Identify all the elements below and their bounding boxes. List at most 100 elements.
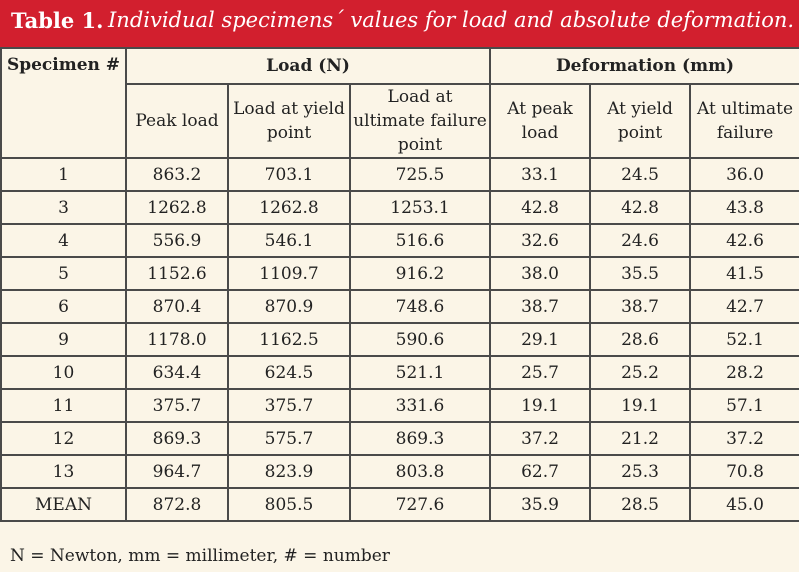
value-cell: 331.6 [348,388,492,423]
value-cell: 624.5 [227,355,351,390]
value-cell: 19.1 [589,388,692,423]
value-cell: 38.0 [489,256,592,291]
value-cell: 634.4 [125,355,229,390]
table-body: 1 863.2 703.1 725.5 33.1 24.5 36.0 3 1262.8 1262.… [0,157,799,522]
load-ultimate-header: Load at ultimate failure point [348,83,492,159]
data-table: Specimen # Load (N) Deformation (mm) Pea… [0,47,799,522]
value-cell: 70.8 [689,454,799,489]
specimen-header: Specimen # [0,47,127,159]
value-cell: 748.6 [348,289,492,324]
specimen-cell: 11 [0,388,127,423]
value-cell: 590.6 [348,322,492,357]
value-cell: 725.5 [348,157,492,192]
specimen-cell: 9 [0,322,127,357]
value-cell: 42.7 [689,289,799,324]
value-cell: 516.6 [348,223,492,258]
value-cell: 872.8 [125,487,229,522]
value-cell: 42.8 [489,190,592,225]
value-cell: 41.5 [689,256,799,291]
value-cell: 45.0 [689,487,799,522]
value-cell: 28.2 [689,355,799,390]
specimen-cell: 5 [0,256,127,291]
specimen-cell: 12 [0,421,127,456]
load-yield-header: Load at yield point [227,83,351,159]
value-cell: 1152.6 [125,256,229,291]
def-ultimate-header: At ultimate failure [689,83,799,159]
value-cell: 863.2 [125,157,229,192]
table-row: 12 869.3 575.7 869.3 37.2 21.2 37.2 [0,421,799,456]
value-cell: 1262.8 [227,190,351,225]
value-cell: 42.6 [689,223,799,258]
table-title-bar: Table 1. Individual specimens´ values fo… [0,0,799,47]
value-cell: 25.7 [489,355,592,390]
value-cell: 1109.7 [227,256,351,291]
specimen-cell: 1 [0,157,127,192]
table-number: Table 1. [11,8,104,33]
value-cell: 575.7 [227,421,351,456]
value-cell: 52.1 [689,322,799,357]
value-cell: 21.2 [589,421,692,456]
value-cell: 37.2 [689,421,799,456]
value-cell: 43.8 [689,190,799,225]
value-cell: 1162.5 [227,322,351,357]
value-cell: 33.1 [489,157,592,192]
specimen-cell: 10 [0,355,127,390]
specimen-cell: MEAN [0,487,127,522]
table-row: 4 556.9 546.1 516.6 32.6 24.6 42.6 [0,223,799,258]
value-cell: 1253.1 [348,190,492,225]
value-cell: 805.5 [227,487,351,522]
specimen-cell: 6 [0,289,127,324]
value-cell: 546.1 [227,223,351,258]
value-cell: 36.0 [689,157,799,192]
value-cell: 823.9 [227,454,351,489]
value-cell: 38.7 [589,289,692,324]
value-cell: 521.1 [348,355,492,390]
value-cell: 375.7 [227,388,351,423]
table-row: 5 1152.6 1109.7 916.2 38.0 35.5 41.5 [0,256,799,291]
load-group-header: Load (N) [124,47,492,85]
value-cell: 870.4 [125,289,229,324]
def-yield-header: At yield point [589,83,692,159]
value-cell: 28.5 [589,487,692,522]
value-cell: 57.1 [689,388,799,423]
value-cell: 37.2 [489,421,592,456]
value-cell: 870.9 [227,289,351,324]
peak-load-header: Peak load [125,83,229,159]
value-cell: 869.3 [125,421,229,456]
value-cell: 916.2 [348,256,492,291]
value-cell: 38.7 [489,289,592,324]
value-cell: 29.1 [489,322,592,357]
value-cell: 62.7 [489,454,592,489]
table-row: 13 964.7 823.9 803.8 62.7 25.3 70.8 [0,454,799,489]
table-row: 9 1178.0 1162.5 590.6 29.1 28.6 52.1 [0,322,799,357]
def-peak-header: At peak load [489,83,592,159]
data-table-wrapper: Specimen # Load (N) Deformation (mm) Pea… [0,47,799,522]
value-cell: 1178.0 [125,322,229,357]
value-cell: 24.6 [589,223,692,258]
table-row: 11 375.7 375.7 331.6 19.1 19.1 57.1 [0,388,799,423]
value-cell: 19.1 [489,388,592,423]
value-cell: 28.6 [589,322,692,357]
value-cell: 375.7 [125,388,229,423]
value-cell: 35.9 [489,487,592,522]
table-row: 6 870.4 870.9 748.6 38.7 38.7 42.7 [0,289,799,324]
specimen-cell: 4 [0,223,127,258]
value-cell: 25.3 [589,454,692,489]
value-cell: 42.8 [589,190,692,225]
table-caption: Individual specimens´ values for load an… [108,8,795,32]
value-cell: 35.5 [589,256,692,291]
value-cell: 24.5 [589,157,692,192]
specimen-cell: 3 [0,190,127,225]
value-cell: 556.9 [125,223,229,258]
specimen-cell: 13 [0,454,127,489]
table-row: MEAN 872.8 805.5 727.6 35.9 28.5 45.0 [0,487,799,522]
value-cell: 32.6 [489,223,592,258]
table-row: 1 863.2 703.1 725.5 33.1 24.5 36.0 [0,157,799,192]
value-cell: 869.3 [348,421,492,456]
table-row: 3 1262.8 1262.8 1253.1 42.8 42.8 43.8 [0,190,799,225]
value-cell: 25.2 [589,355,692,390]
value-cell: 1262.8 [125,190,229,225]
value-cell: 703.1 [227,157,351,192]
value-cell: 803.8 [348,454,492,489]
